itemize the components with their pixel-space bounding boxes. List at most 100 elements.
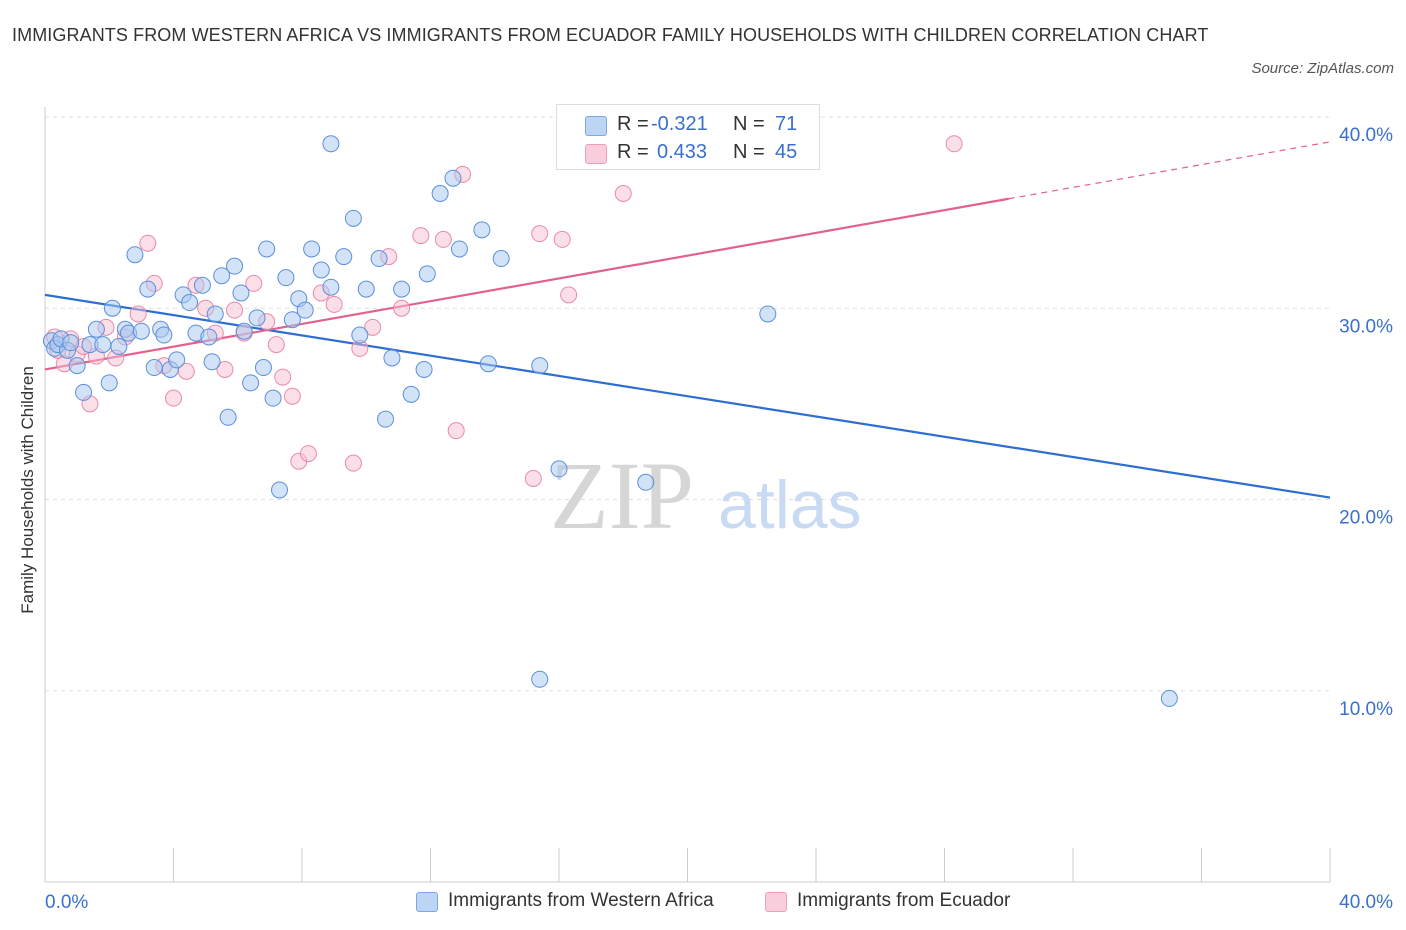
data-point-western-africa — [393, 280, 411, 298]
legend-r-value-pink: 0.433 — [657, 141, 708, 163]
data-point-ecuador — [129, 305, 147, 323]
data-point-western-africa — [94, 336, 112, 354]
legend-swatch-pink — [585, 144, 607, 164]
data-point-western-africa — [126, 246, 144, 264]
legend-n-value-pink: 45 — [775, 141, 798, 163]
y-axis-label: Family Households with Children — [18, 366, 37, 614]
data-point-ecuador — [531, 225, 549, 243]
data-point-western-africa — [344, 209, 362, 227]
data-point-western-africa — [415, 360, 433, 378]
data-point-western-africa — [200, 328, 218, 346]
legend-swatch-blue — [585, 116, 607, 136]
data-point-ecuador — [364, 318, 382, 336]
data-point-western-africa — [377, 410, 395, 428]
data-point-ecuador — [216, 360, 234, 378]
data-point-western-africa — [219, 408, 237, 426]
data-point-ecuador — [393, 299, 411, 317]
trend-line-western-africa — [44, 293, 1331, 499]
data-point-western-africa — [351, 326, 369, 344]
data-point-western-africa — [226, 257, 244, 275]
data-point-western-africa — [155, 326, 173, 344]
data-point-western-africa — [312, 261, 330, 279]
data-point-western-africa — [271, 481, 289, 499]
data-point-western-africa — [213, 267, 231, 285]
data-point-western-africa — [637, 473, 655, 491]
y-tick-label: 20.0% — [1339, 508, 1393, 529]
data-point-ecuador — [267, 336, 285, 354]
trend-line-ecuador-extension — [1008, 141, 1331, 200]
data-point-western-africa — [68, 357, 86, 375]
data-point-western-africa — [296, 301, 314, 319]
data-point-western-africa — [110, 338, 128, 355]
data-point-western-africa — [206, 305, 224, 323]
data-point-western-africa — [479, 355, 497, 373]
data-point-ecuador — [226, 301, 244, 319]
data-point-western-africa — [383, 349, 401, 367]
x-tick-label-min: 0.0% — [45, 892, 88, 913]
data-point-ecuador — [560, 286, 578, 304]
tick-labels: 10.0% 20.0% 30.0% 40.0% 0.0% 40.0% — [45, 125, 1393, 913]
y-tick-label: 10.0% — [1339, 699, 1393, 720]
data-point-ecuador — [325, 295, 343, 313]
data-point-western-africa — [492, 250, 510, 268]
data-point-ecuador — [524, 469, 542, 487]
x-tick-label-max: 40.0% — [1339, 892, 1393, 913]
data-point-western-africa — [181, 294, 199, 312]
watermark: ZIP atlas — [550, 442, 862, 549]
y-tick-label: 30.0% — [1339, 316, 1393, 337]
data-point-western-africa — [254, 359, 272, 377]
data-point-western-africa — [335, 248, 353, 266]
data-point-western-africa — [418, 265, 436, 283]
data-point-western-africa — [145, 359, 163, 377]
data-point-western-africa — [550, 460, 568, 478]
data-point-ecuador — [283, 387, 301, 405]
data-point-ecuador — [165, 389, 182, 407]
data-point-western-africa — [402, 385, 420, 403]
data-point-western-africa — [100, 374, 118, 392]
data-point-western-africa — [370, 250, 388, 268]
data-point-western-africa — [264, 389, 282, 407]
data-point-ecuador — [412, 227, 430, 245]
legend-r-label: R = — [617, 113, 649, 135]
legend-r-value-blue: -0.321 — [651, 113, 708, 135]
data-point-ecuador — [945, 135, 963, 153]
legend-r-label: R = — [617, 141, 649, 163]
legend-n-value-blue: 71 — [775, 113, 798, 135]
data-point-ecuador — [553, 230, 571, 248]
data-point-western-africa — [759, 305, 777, 323]
axes — [44, 107, 1331, 883]
data-point-western-africa — [473, 221, 491, 239]
bottom-legend-label-blue: Immigrants from Western Africa — [448, 890, 714, 911]
correlation-legend: R = -0.321 N = 71 R = 0.433 N = 45 — [556, 104, 820, 170]
chart-title: IMMIGRANTS FROM WESTERN AFRICA VS IMMIGR… — [12, 25, 1209, 45]
data-point-ecuador — [299, 445, 317, 463]
data-point-western-africa — [322, 135, 340, 153]
data-point-western-africa — [531, 670, 549, 688]
data-point-western-africa — [242, 374, 260, 392]
data-point-western-africa — [235, 322, 253, 340]
points-ecuador — [46, 135, 963, 487]
legend-n-label: N = — [733, 113, 765, 135]
data-point-western-africa — [258, 240, 276, 258]
data-point-western-africa — [132, 322, 150, 340]
data-point-western-africa — [357, 280, 375, 298]
data-point-ecuador — [614, 185, 632, 202]
data-point-ecuador — [344, 454, 362, 472]
watermark-atlas: atlas — [718, 467, 862, 543]
data-point-western-africa — [232, 284, 250, 302]
legend-n-label: N = — [733, 141, 765, 163]
data-point-ecuador — [245, 274, 263, 292]
data-point-western-africa — [103, 299, 121, 317]
bottom-legend-swatch-pink — [765, 892, 787, 912]
data-point-ecuador — [447, 422, 465, 440]
y-tick-label: 40.0% — [1339, 125, 1393, 146]
data-point-western-africa — [203, 353, 221, 371]
bottom-legend-label-pink: Immigrants from Ecuador — [797, 890, 1011, 911]
data-point-western-africa — [139, 280, 157, 298]
data-point-western-africa — [283, 311, 301, 329]
data-point-western-africa — [450, 240, 468, 258]
data-point-western-africa — [75, 383, 93, 401]
watermark-zip: ZIP — [550, 442, 694, 549]
data-point-western-africa — [277, 269, 295, 287]
grid-lines — [45, 116, 1330, 692]
